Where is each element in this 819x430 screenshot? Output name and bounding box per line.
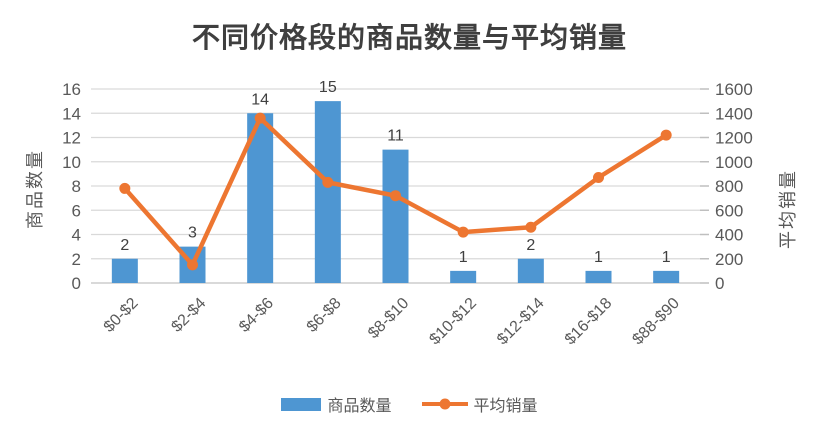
x-axis-tick-label: $8-$10 <box>365 295 412 342</box>
right-axis-tick-label: 400 <box>715 226 743 245</box>
left-axis-tick-label: 10 <box>62 153 81 172</box>
legend-label-line-series: 平均销量 <box>473 398 538 415</box>
x-axis-tick-label: $16-$18 <box>562 295 616 349</box>
bar-data-label: 15 <box>319 79 337 96</box>
bar <box>382 149 409 283</box>
right-axis-tick-label: 1000 <box>715 153 753 172</box>
bar <box>517 258 544 283</box>
legend-label-bar-series: 商品数量 <box>327 398 392 415</box>
right-axis-tick-label: 0 <box>715 274 724 293</box>
right-axis-tick-label: 1400 <box>715 104 753 123</box>
right-axis-tick-label: 600 <box>715 201 743 220</box>
x-axis-tick-label: $6-$8 <box>304 295 345 336</box>
line-series-marker <box>390 190 401 202</box>
legend: 商品数量 平均销量 <box>0 392 819 416</box>
x-axis-tick-label: $10-$12 <box>426 295 480 349</box>
right-axis-tick-label: 200 <box>715 250 743 269</box>
bar <box>450 270 477 283</box>
left-axis-tick-label: 6 <box>72 201 81 220</box>
line-series-marker <box>457 226 469 238</box>
bar-data-label: 2 <box>120 237 129 254</box>
line-series-marker <box>525 221 537 233</box>
bar <box>314 101 341 283</box>
right-axis-tick-label: 1200 <box>715 129 753 148</box>
x-axis-tick-label: $0-$2 <box>101 295 142 336</box>
line-series-marker <box>593 172 604 184</box>
x-axis-tick-label: $12-$14 <box>494 295 548 349</box>
legend-item-line-series: 平均销量 <box>421 392 538 416</box>
line-series-swatch <box>421 398 468 410</box>
bar-data-label: 11 <box>387 128 404 145</box>
left-axis-tick-label: 4 <box>72 226 81 245</box>
right-axis-tick-label: 800 <box>715 177 743 196</box>
bar <box>585 270 612 283</box>
line-series-marker <box>322 176 334 188</box>
left-axis-tick-label: 12 <box>62 129 81 148</box>
line-series-marker-swatch <box>439 398 450 410</box>
bar-data-label: 1 <box>459 249 468 266</box>
bar-series-swatch <box>281 397 322 411</box>
bar <box>653 270 680 283</box>
x-axis-tick-label: $4-$6 <box>236 295 277 336</box>
legend-item-bar-series: 商品数量 <box>281 392 392 416</box>
bar-data-label: 14 <box>251 91 269 108</box>
left-axis-tick-label: 16 <box>62 80 81 99</box>
left-axis-tick-label: 8 <box>72 177 81 196</box>
left-axis-tick-label: 14 <box>62 104 81 123</box>
left-axis-tick-label: 0 <box>72 274 81 293</box>
line-series-marker <box>119 182 131 194</box>
line-series-marker <box>254 112 266 124</box>
bar-data-label: 3 <box>188 225 197 242</box>
bar-data-label: 1 <box>594 249 603 266</box>
right-axis-tick-label: 1600 <box>715 80 753 99</box>
bar <box>111 258 138 283</box>
chart-title: 不同价格段的商品数量与平均销量 <box>191 22 627 53</box>
bar-data-label: 2 <box>526 237 535 254</box>
x-axis-tick-label: $88-$90 <box>629 295 683 349</box>
line-series-marker <box>187 259 198 271</box>
bar-data-label: 1 <box>662 249 671 266</box>
left-axis-tick-label: 2 <box>72 250 81 269</box>
line-series-marker <box>660 129 672 141</box>
x-axis-tick-label: $2-$4 <box>168 295 209 336</box>
